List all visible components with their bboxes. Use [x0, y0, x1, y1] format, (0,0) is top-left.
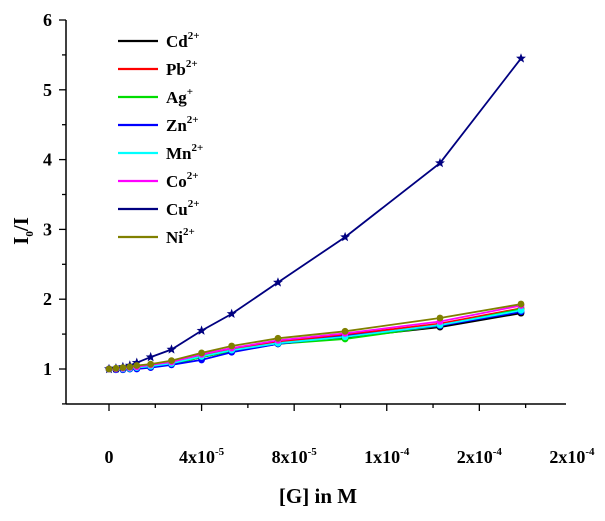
data-point-ni — [119, 364, 127, 372]
y-tick-label: 6 — [43, 10, 52, 30]
y-tick-label: 3 — [43, 219, 52, 239]
data-point-cu — [435, 157, 445, 168]
legend-label-pb: Pb2+ — [166, 58, 198, 79]
data-point-ni — [341, 327, 349, 335]
legend-label-ag: Ag+ — [166, 86, 193, 107]
legend-label-cu: Cu2+ — [166, 198, 200, 219]
y-axis-title: I0/I — [9, 217, 36, 245]
data-point-ni — [228, 342, 236, 350]
data-point-ni — [112, 364, 120, 372]
y-tick-label: 4 — [43, 150, 52, 170]
data-point-ni — [436, 314, 444, 322]
data-point-ni — [126, 363, 134, 371]
legend-label-ni: Ni2+ — [166, 226, 195, 247]
x-tick-label: 1x10-4 — [364, 446, 410, 467]
data-point-cu — [226, 308, 237, 319]
data-point-cu — [166, 344, 177, 354]
data-point-ni — [198, 349, 205, 357]
data-point-ni — [168, 357, 175, 365]
data-point-ni — [133, 362, 141, 369]
x-axis-title: [G] in M — [279, 484, 357, 508]
legend-label-mn: Mn2+ — [166, 142, 203, 163]
legend-label-zn: Zn2+ — [166, 114, 199, 135]
svg-text:I0/I: I0/I — [9, 217, 36, 245]
data-point-cu — [273, 277, 283, 287]
x-tick-label: 2x10-4 — [549, 446, 595, 467]
legend-label-cd: Cd2+ — [166, 30, 200, 51]
data-point-cu — [196, 325, 207, 335]
tick-labels: 1 2 3 4 5 6 0 4x10-5 8x10-5 1x10-4 2x10-4 2x10-4 — [43, 10, 595, 467]
x-tick-label: 2x10-4 — [457, 446, 503, 467]
y-axis-title-main: I — [9, 237, 33, 245]
data-point-ni — [105, 365, 113, 373]
y-axis-title-sub: 0 — [24, 231, 36, 237]
y-tick-label: 5 — [43, 80, 52, 100]
data-point-cu — [340, 231, 351, 242]
data-point-ni — [147, 360, 155, 368]
legend-label-co: Co2+ — [166, 170, 199, 191]
legend: Cd2+ Pb2+ Ag+ Zn2+ Mn2+ Co2+ Cu2+ Ni2+ — [118, 30, 203, 247]
data-point-cu — [516, 53, 526, 63]
data-point-cu — [145, 351, 156, 362]
axis-ticks — [59, 19, 527, 411]
data-point-mn — [517, 306, 525, 314]
y-axis-title-rest: /I — [9, 217, 33, 232]
data-point-ni — [517, 300, 525, 308]
x-tick-label: 8x10-5 — [272, 446, 318, 467]
data-point-ni — [274, 334, 282, 342]
y-tick-label: 2 — [43, 289, 52, 309]
plot-markers — [104, 53, 526, 374]
y-tick-label: 1 — [43, 359, 52, 379]
x-tick-label: 4x10-5 — [179, 446, 225, 467]
x-tick-label: 0 — [105, 447, 114, 467]
